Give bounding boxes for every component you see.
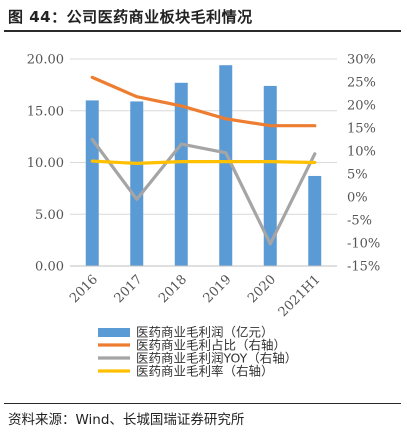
yoy-line bbox=[90, 137, 317, 246]
bar bbox=[130, 101, 144, 266]
right-axis-tick: 15% bbox=[347, 122, 376, 137]
left-axis-tick: 0.00 bbox=[35, 260, 64, 275]
right-axis-tick: 5% bbox=[347, 168, 368, 183]
left-axis-tick: 10.00 bbox=[27, 156, 64, 171]
bottom-rule bbox=[4, 403, 401, 404]
top-rule bbox=[4, 30, 401, 32]
share-line bbox=[90, 75, 317, 128]
legend-swatch-bar bbox=[98, 328, 130, 337]
chart: 0.00 5.00 10.00 15.00 20.00 -15% -10% -5% 0% 5% 10… bbox=[27, 53, 381, 379]
legend-label: 医药商业毛利润（亿元） bbox=[136, 325, 274, 340]
x-axis-tick: 2016 bbox=[67, 272, 101, 306]
margin-line bbox=[90, 159, 317, 165]
right-axis-tick: -10% bbox=[347, 237, 380, 252]
bar bbox=[219, 65, 233, 267]
bar bbox=[263, 85, 277, 266]
right-axis-tick: 30% bbox=[347, 53, 376, 68]
bar bbox=[308, 175, 322, 266]
legend-label: 医药商业毛利率（右轴） bbox=[136, 364, 274, 379]
left-axis-tick: 15.00 bbox=[27, 104, 64, 119]
right-axis-tick: 10% bbox=[347, 145, 376, 160]
figure-title: 图 44：公司医药商业板块毛利情况 bbox=[8, 8, 253, 26]
source-note: 资料来源：Wind、长城国瑞证券研究所 bbox=[8, 412, 245, 428]
x-axis-tick: 2020 bbox=[245, 272, 279, 306]
right-axis-tick: 20% bbox=[347, 99, 376, 114]
left-axis-tick: 20.00 bbox=[27, 53, 64, 68]
right-axis-tick: -15% bbox=[347, 260, 380, 275]
x-axis-tick: 2019 bbox=[201, 272, 235, 306]
right-axis-tick: 25% bbox=[347, 76, 376, 91]
legend-label: 医药商业毛利占比（右轴） bbox=[136, 338, 286, 353]
x-axis-tick: 2021H1 bbox=[276, 272, 324, 320]
x-axis-tick: 2017 bbox=[112, 272, 146, 306]
right-axis-tick: 0% bbox=[347, 191, 368, 206]
left-axis-tick: 5.00 bbox=[35, 208, 64, 223]
x-axis-tick: 2018 bbox=[156, 272, 190, 306]
bar bbox=[85, 100, 99, 267]
legend-label: 医药商业毛利润YOY（右轴） bbox=[136, 351, 297, 366]
right-axis-tick: -5% bbox=[347, 214, 372, 229]
bar bbox=[174, 82, 188, 267]
